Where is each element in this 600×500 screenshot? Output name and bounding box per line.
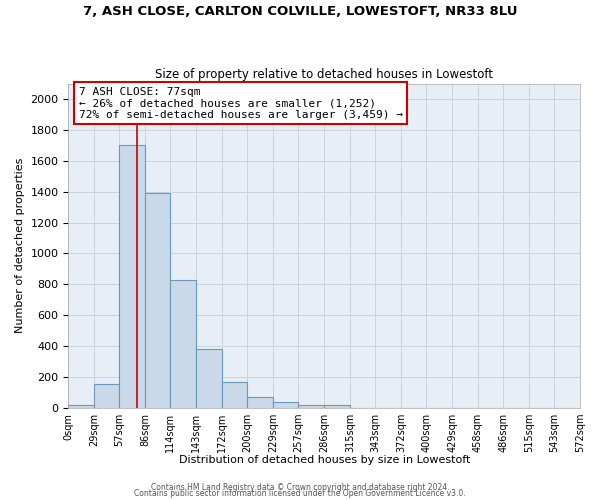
X-axis label: Distribution of detached houses by size in Lowestoft: Distribution of detached houses by size … [179, 455, 470, 465]
Y-axis label: Number of detached properties: Number of detached properties [15, 158, 25, 334]
Text: Contains HM Land Registry data © Crown copyright and database right 2024.: Contains HM Land Registry data © Crown c… [151, 484, 449, 492]
Bar [170, 280, 196, 408]
Bar [68, 405, 94, 408]
Bar [247, 397, 273, 408]
Bar [222, 382, 247, 408]
Bar [298, 405, 324, 408]
Bar [94, 384, 119, 408]
Bar [119, 146, 145, 408]
Bar [145, 193, 170, 408]
Bar [324, 405, 350, 408]
Title: Size of property relative to detached houses in Lowestoft: Size of property relative to detached ho… [155, 68, 493, 81]
Text: 7 ASH CLOSE: 77sqm
← 26% of detached houses are smaller (1,252)
72% of semi-deta: 7 ASH CLOSE: 77sqm ← 26% of detached hou… [79, 87, 403, 120]
Text: Contains public sector information licensed under the Open Government Licence v3: Contains public sector information licen… [134, 490, 466, 498]
Text: 7, ASH CLOSE, CARLTON COLVILLE, LOWESTOFT, NR33 8LU: 7, ASH CLOSE, CARLTON COLVILLE, LOWESTOF… [83, 5, 517, 18]
Bar [273, 402, 298, 408]
Bar [196, 349, 222, 408]
